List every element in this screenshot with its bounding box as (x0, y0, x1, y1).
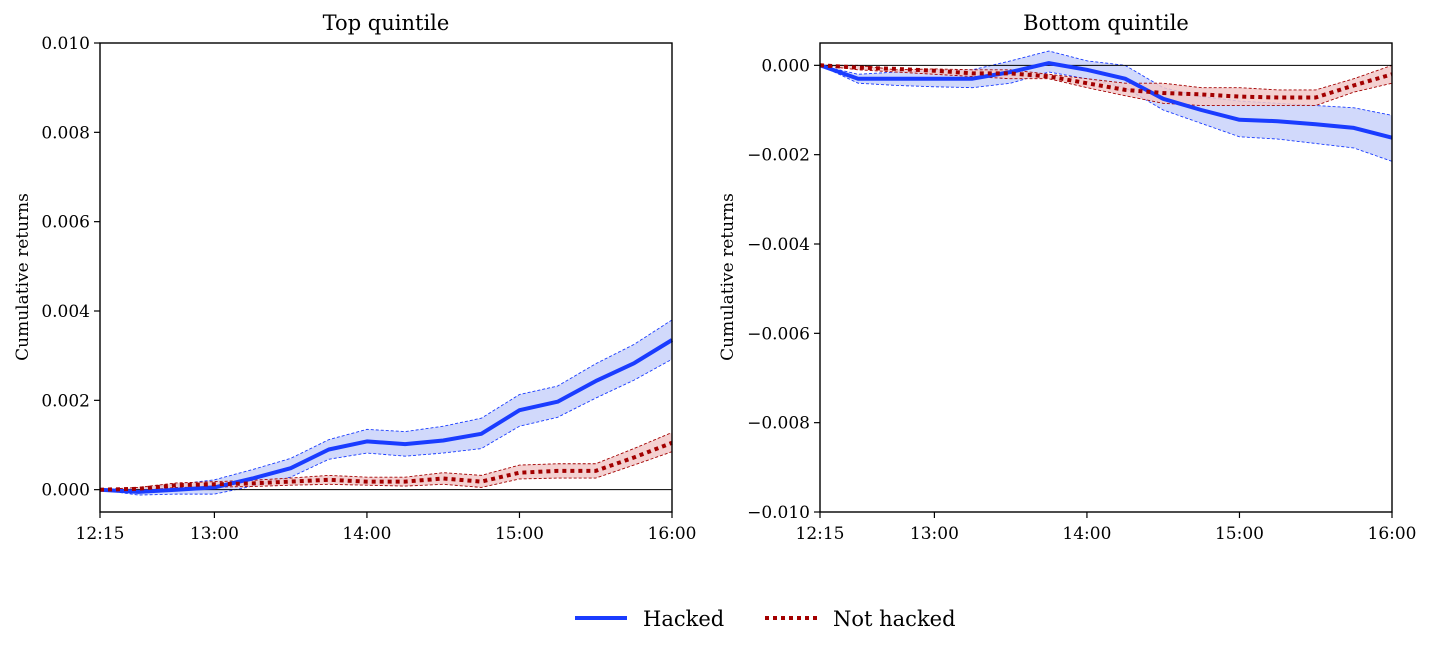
confidence-band-not-hacked (100, 432, 672, 491)
band-lower-hacked (99, 358, 673, 496)
x-tick-label: 16:00 (648, 524, 697, 544)
y-tick-label: −0.008 (747, 414, 810, 434)
y-axis-label: Cumulative returns (13, 193, 33, 361)
y-tick-label: −0.002 (747, 146, 810, 166)
y-tick-label: 0.004 (41, 302, 90, 322)
x-tick-label: 14:00 (1062, 524, 1111, 544)
legend-label-not-hacked: Not hacked (833, 607, 956, 631)
x-tick-label: 12:15 (76, 524, 125, 544)
plot-frame (99, 42, 673, 513)
plot-frame (819, 42, 1393, 513)
series-line-hacked (819, 61, 1393, 140)
chart-title: Top quintile (323, 11, 450, 35)
confidence-band-hacked (820, 51, 1392, 162)
confidence-band-hacked (100, 319, 672, 495)
y-tick-label: 0.010 (41, 34, 90, 54)
x-tick-label: 16:00 (1368, 524, 1417, 544)
x-tick-label: 12:15 (796, 524, 845, 544)
y-axis-label: Cumulative returns (718, 193, 738, 361)
band-upper-not-hacked (820, 64, 1393, 91)
band-lower-not-hacked (819, 64, 1393, 106)
x-tick-label: 15:00 (495, 524, 544, 544)
x-tick-label: 13:00 (910, 524, 959, 544)
band-upper-not-hacked (99, 432, 673, 491)
panel-top-quintile: Top quintile Cumulative returns 0.000 0.0… (13, 11, 697, 544)
x-tick-label: 15:00 (1215, 524, 1264, 544)
panel-bottom-quintile: Bottom quintile Cumulative returns 0.000… (718, 11, 1417, 544)
x-tick-label: 13:00 (190, 524, 239, 544)
y-tick-label: −0.010 (747, 503, 810, 523)
confidence-band-not-hacked (820, 65, 1392, 106)
y-tick-label: −0.004 (747, 235, 810, 255)
band-lower-hacked (819, 64, 1393, 162)
series-line-hacked (99, 338, 674, 494)
legend: Hacked Not hacked (575, 607, 956, 631)
y-tick-label: 0.002 (41, 391, 90, 411)
y-tick-label: 0.000 (761, 56, 810, 76)
y-tick-label: 0.008 (41, 123, 90, 143)
legend-label-hacked: Hacked (643, 607, 724, 631)
y-tick-label: 0.000 (41, 481, 90, 501)
y-tick-label: −0.006 (747, 324, 810, 344)
y-tick-label: 0.006 (41, 213, 90, 233)
chart-title: Bottom quintile (1023, 11, 1189, 35)
x-tick-label: 14:00 (342, 524, 391, 544)
